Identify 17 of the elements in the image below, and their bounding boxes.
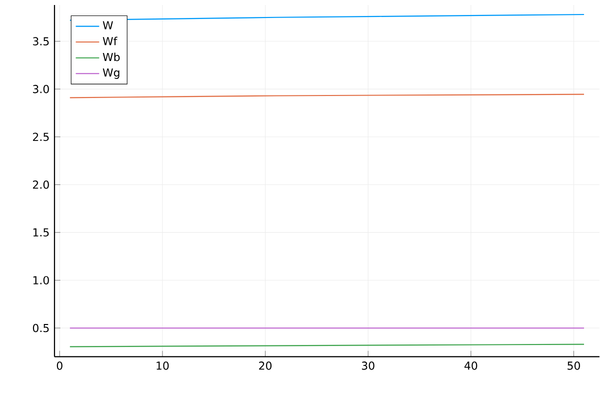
- x-tick-label: 20: [259, 361, 272, 370]
- x-tick-label: 30: [362, 361, 374, 370]
- legend-label: W: [102, 21, 113, 30]
- legend-label: Wg: [102, 68, 120, 79]
- y-tick-label: 3.5: [33, 36, 49, 46]
- y-tick-label: 2.0: [33, 180, 49, 189]
- y-tick-label: 2.5: [33, 132, 49, 141]
- y-tick-label: 0.5: [32, 324, 49, 332]
- y-tick-label: 1.0: [33, 276, 49, 284]
- x-tick-label: 10: [156, 361, 169, 370]
- legend-label: Wb: [102, 52, 120, 61]
- legend-label: Wf: [102, 36, 118, 45]
- y-tick-label: 1.5: [33, 228, 49, 236]
- x-tick-label: 0: [56, 361, 62, 370]
- y-tick-label: 3.0: [33, 84, 49, 94]
- x-tick-label: 40: [464, 361, 478, 370]
- x-tick-label: 50: [568, 361, 580, 370]
